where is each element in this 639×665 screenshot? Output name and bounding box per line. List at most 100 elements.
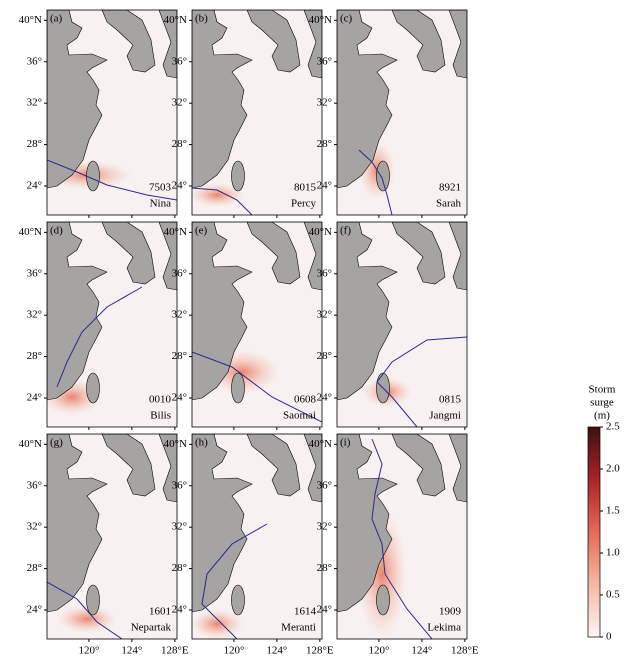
typhoon-track xyxy=(358,149,393,215)
lat-tick-label: 24° xyxy=(27,604,42,616)
typhoon-track xyxy=(192,351,322,423)
panel-frame xyxy=(191,9,323,216)
typhoon-id: 1909 xyxy=(439,606,462,618)
lat-tick-label: 32° xyxy=(317,97,332,109)
typhoon-id: 1601 xyxy=(149,606,171,618)
typhoon-track xyxy=(56,286,143,388)
lat-tick-label: 40°N xyxy=(164,226,187,238)
typhoon-track xyxy=(201,523,268,639)
lon-tick-label: 128°E xyxy=(161,645,189,657)
typhoon-name: Nina xyxy=(150,198,172,210)
lat-tick-label: 24° xyxy=(172,604,187,616)
map-content xyxy=(192,434,322,639)
lat-tick-label: 24° xyxy=(172,180,187,192)
map-content xyxy=(47,222,177,427)
panel-frame xyxy=(336,221,468,428)
colorbar-title: (m) xyxy=(594,410,610,422)
lat-tick-label: 32° xyxy=(317,309,332,321)
typhoon-id: 0010 xyxy=(149,394,172,406)
lat-tick-label: 28° xyxy=(27,138,42,150)
lon-tick-label: 128°E xyxy=(451,645,479,657)
panel-frame xyxy=(191,433,323,640)
typhoon-track xyxy=(47,581,123,639)
typhoon-track xyxy=(47,159,177,201)
lat-tick-label: 40°N xyxy=(309,226,332,238)
lon-tick-label: 128°E xyxy=(306,645,334,657)
lat-tick-label: 36° xyxy=(27,55,42,67)
colorbar-tick-label: 1.5 xyxy=(606,505,620,517)
typhoon-track xyxy=(371,438,433,639)
typhoon-track xyxy=(376,336,467,427)
map-panel: (b) 8015 Percy 40°N 36° 32° 28° 24° xyxy=(164,9,323,218)
lat-tick-label: 28° xyxy=(317,562,332,574)
lat-tick-label: 40°N xyxy=(164,438,187,450)
lat-tick-label: 36° xyxy=(172,267,187,279)
typhoon-name: Jangmi xyxy=(429,410,461,422)
map-panel: (f) 0815 Jangmi 40°N 36° 32° 28° 24° xyxy=(309,221,468,430)
lat-tick-label: 36° xyxy=(172,55,187,67)
lon-tick-label: 124° xyxy=(411,645,432,657)
lat-tick-label: 36° xyxy=(317,479,332,491)
lat-tick-label: 28° xyxy=(27,350,42,362)
colorbar-title: Storm xyxy=(589,384,616,396)
map-panel: (c) 8921 Sarah 40°N 36° 32° 28° 24° xyxy=(309,9,468,218)
panel-label: (f) xyxy=(340,225,351,237)
lat-tick-label: 36° xyxy=(172,479,187,491)
colorbar xyxy=(587,426,601,638)
lat-tick-label: 28° xyxy=(172,138,187,150)
lat-tick-label: 40°N xyxy=(164,14,187,26)
typhoon-name: Meranti xyxy=(281,622,316,634)
map-content xyxy=(47,434,177,639)
lat-tick-label: 28° xyxy=(172,350,187,362)
map-panel: (a) 7503 Nina 40°N 36° 32° 28° 24° xyxy=(19,9,178,218)
lat-tick-label: 32° xyxy=(317,521,332,533)
typhoon-name: Bilis xyxy=(150,410,171,422)
colorbar-tick-label: 2.5 xyxy=(606,421,620,433)
panel-label: (e) xyxy=(195,225,208,237)
lat-tick-label: 28° xyxy=(172,562,187,574)
lat-tick-label: 36° xyxy=(317,267,332,279)
panel-label: (a) xyxy=(50,13,63,25)
typhoon-track xyxy=(192,187,253,215)
lat-tick-label: 40°N xyxy=(309,438,332,450)
lat-tick-label: 32° xyxy=(27,97,42,109)
panel-frame xyxy=(191,221,323,428)
map-panel: (i) 1909 Lekima 40°N 36° 32° 28° 24° 120° 124° 128… xyxy=(309,433,479,657)
lat-tick-label: 32° xyxy=(27,309,42,321)
colorbar-title: surge xyxy=(590,397,614,409)
map-content xyxy=(47,10,177,215)
panel-label: (i) xyxy=(340,437,351,449)
lat-tick-label: 24° xyxy=(172,392,187,404)
lat-tick-label: 40°N xyxy=(19,226,42,238)
lat-tick-label: 36° xyxy=(317,55,332,67)
panel-label: (h) xyxy=(195,437,208,449)
typhoon-id: 1614 xyxy=(294,606,317,618)
lat-tick-label: 40°N xyxy=(309,14,332,26)
lat-tick-label: 24° xyxy=(317,180,332,192)
lat-tick-label: 36° xyxy=(27,479,42,491)
map-content xyxy=(192,222,322,427)
lon-tick-label: 120° xyxy=(223,645,244,657)
map-panel: (d) 0010 Bilis 40°N 36° 32° 28° 24° xyxy=(19,221,178,430)
lat-tick-label: 40°N xyxy=(19,14,42,26)
panel-label: (b) xyxy=(195,13,208,25)
map-panel: (g) 1601 Nepartak 40°N 36° 32° 28° 24° 120° 124° 1… xyxy=(19,433,189,657)
typhoon-name: Sarah xyxy=(436,198,462,210)
colorbar-tick-label: 1.0 xyxy=(606,547,620,559)
map-content xyxy=(337,10,467,215)
panel-frame xyxy=(336,9,468,216)
typhoon-id: 0608 xyxy=(294,394,317,406)
lat-tick-label: 40°N xyxy=(19,438,42,450)
typhoon-name: Saomai xyxy=(283,410,316,422)
lat-tick-label: 32° xyxy=(27,521,42,533)
lat-tick-label: 28° xyxy=(27,562,42,574)
lat-tick-label: 28° xyxy=(317,138,332,150)
lat-tick-label: 24° xyxy=(27,180,42,192)
surge-zone xyxy=(192,609,243,639)
typhoon-id: 8015 xyxy=(294,182,317,194)
lat-tick-label: 36° xyxy=(27,267,42,279)
typhoon-name: Lekima xyxy=(427,622,461,634)
typhoon-name: Percy xyxy=(291,198,317,210)
lat-tick-label: 28° xyxy=(317,350,332,362)
